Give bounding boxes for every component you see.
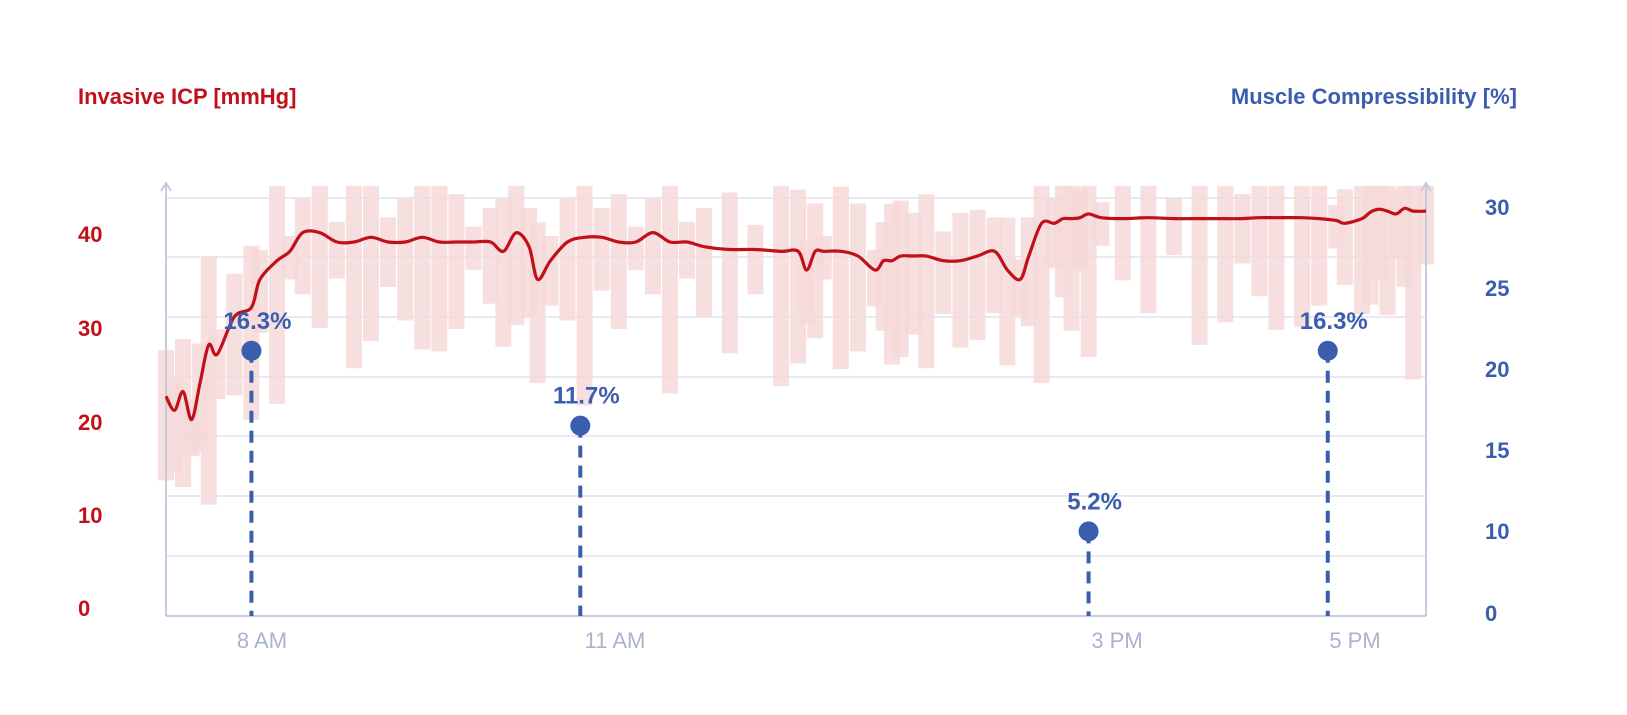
icp-range-band bbox=[431, 185, 448, 352]
icp-range-band bbox=[1114, 185, 1131, 281]
right-axis-ticks: 30 25 20 15 10 0 bbox=[1485, 195, 1509, 626]
icp-range-band bbox=[662, 185, 678, 394]
icp-range-band bbox=[593, 208, 610, 291]
icp-range-band bbox=[892, 200, 909, 358]
icp-range-band bbox=[397, 198, 414, 321]
icp-range-bands bbox=[158, 185, 1434, 505]
icp-range-band bbox=[815, 235, 832, 280]
icp-range-band bbox=[380, 217, 397, 287]
icp-range-band bbox=[696, 208, 713, 317]
icp-range-band bbox=[1166, 198, 1182, 256]
icp-range-band bbox=[832, 186, 849, 370]
icp-series bbox=[164, 206, 1427, 422]
left-axis-ticks: 40 30 20 10 0 bbox=[78, 222, 102, 621]
muscle-compressibility-markers: 16.3% 11.7% 5.2% 16.3% bbox=[223, 308, 1368, 616]
muscle-point bbox=[1078, 521, 1099, 542]
icp-range-band bbox=[627, 226, 644, 271]
muscle-point bbox=[1317, 340, 1338, 361]
icp-range-band bbox=[610, 194, 627, 329]
icp-range-band bbox=[1093, 202, 1110, 246]
icp-range-band bbox=[1140, 185, 1157, 314]
axes bbox=[160, 181, 1432, 617]
right-tick: 15 bbox=[1485, 438, 1509, 463]
icp-range-band bbox=[200, 256, 217, 505]
right-axis-title: Muscle Compressibility [%] bbox=[1231, 84, 1517, 109]
icp-range-band bbox=[448, 194, 465, 329]
icp-range-band bbox=[1311, 185, 1328, 306]
right-tick: 20 bbox=[1485, 357, 1509, 382]
right-tick: 25 bbox=[1485, 276, 1509, 301]
icp-range-band bbox=[721, 192, 738, 354]
muscle-value-label: 5.2% bbox=[1067, 488, 1122, 515]
x-tick: 5 PM bbox=[1329, 628, 1380, 653]
icp-range-band bbox=[999, 217, 1016, 366]
icp-range-band bbox=[773, 185, 790, 386]
icp-line bbox=[164, 206, 1427, 422]
icp-range-band bbox=[1405, 185, 1422, 380]
icp-range-band bbox=[1217, 185, 1234, 323]
icp-range-band bbox=[1080, 185, 1097, 358]
left-tick: 20 bbox=[78, 410, 102, 435]
icp-range-band bbox=[1191, 185, 1208, 345]
icp-range-band bbox=[482, 208, 499, 304]
left-tick: 40 bbox=[78, 222, 102, 247]
icp-range-band bbox=[328, 221, 345, 279]
icp-range-band bbox=[644, 198, 661, 295]
icp-range-band bbox=[905, 212, 922, 335]
icp-range-band bbox=[747, 224, 764, 295]
icp-range-band bbox=[465, 226, 482, 271]
right-axis-arrow bbox=[1420, 181, 1432, 192]
left-tick: 0 bbox=[78, 596, 90, 621]
icp-range-band bbox=[918, 194, 935, 369]
muscle-value-label: 16.3% bbox=[1300, 308, 1368, 335]
icp-range-band bbox=[559, 198, 576, 321]
left-axis-title: Invasive ICP [mmHg] bbox=[78, 84, 296, 109]
icp-range-band bbox=[1336, 189, 1353, 286]
right-tick: 0 bbox=[1485, 601, 1497, 626]
icp-range-band bbox=[1268, 185, 1285, 330]
right-tick: 10 bbox=[1485, 519, 1509, 544]
icp-range-band bbox=[345, 185, 362, 369]
muscle-value-label: 11.7% bbox=[553, 383, 620, 410]
icp-range-band bbox=[495, 198, 512, 347]
left-tick: 30 bbox=[78, 316, 102, 341]
icp-range-band bbox=[935, 231, 952, 314]
muscle-point bbox=[241, 340, 262, 361]
icp-range-band bbox=[679, 221, 696, 279]
muscle-point bbox=[570, 415, 591, 436]
icp-range-band bbox=[1234, 193, 1251, 264]
icp-range-band bbox=[251, 250, 268, 333]
icp-range-band bbox=[414, 185, 431, 350]
icp-range-band bbox=[952, 212, 969, 348]
left-tick: 10 bbox=[78, 503, 102, 528]
x-tick: 3 PM bbox=[1091, 628, 1142, 653]
icp-range-band bbox=[269, 185, 286, 404]
icp-range-band bbox=[986, 217, 1003, 314]
icp-range-band bbox=[1294, 185, 1311, 328]
left-axis-arrow bbox=[160, 181, 172, 192]
icp-range-band bbox=[363, 185, 380, 342]
icp-range-band bbox=[311, 185, 328, 329]
x-tick: 8 AM bbox=[237, 628, 287, 653]
muscle-value-label: 16.3% bbox=[223, 308, 291, 335]
icp-range-band bbox=[576, 185, 593, 406]
right-tick: 30 bbox=[1485, 195, 1509, 220]
icp-range-band bbox=[969, 209, 986, 341]
icp-range-band bbox=[508, 185, 525, 326]
icp-range-band bbox=[1251, 185, 1268, 297]
x-tick: 11 AM bbox=[585, 628, 646, 653]
icp-range-band bbox=[849, 203, 866, 352]
icp-range-band bbox=[294, 198, 311, 295]
icp-range-band bbox=[226, 273, 243, 396]
x-axis-ticks: 8 AM 11 AM 3 PM 5 PM bbox=[237, 628, 1381, 653]
